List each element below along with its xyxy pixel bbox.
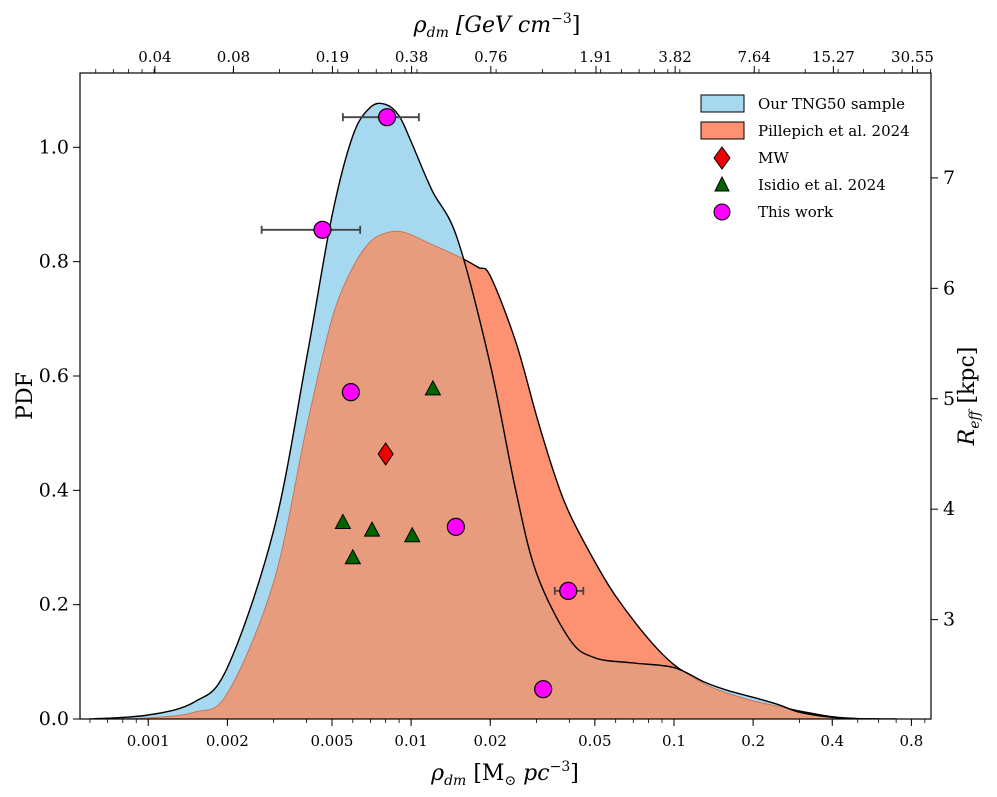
- legend-marker-isidio: [714, 175, 730, 192]
- left-tick-label-3: 0.6: [39, 365, 69, 387]
- right-y-axis-title: Reff [kpc]: [955, 347, 983, 447]
- legend-marker-mw: [713, 146, 731, 170]
- bottom-tick-label-3: 0.01: [394, 732, 427, 750]
- left-tick-label-0: 0.0: [39, 708, 69, 730]
- top-tick-label-6: 3.82: [658, 48, 691, 66]
- top-tick-label-4: 0.76: [474, 48, 507, 66]
- top-tick-label-0: 0.04: [138, 48, 171, 66]
- left-tick-label-2: 0.4: [39, 479, 69, 501]
- tick-labels-layer: 0.001 0.002 0.005 0.01 0.02 0.05 0.1 0.2 0.4 0.80…: [39, 48, 955, 750]
- isidio-et-al-2024-point-3: [403, 526, 421, 543]
- right-tick-label-4: 7: [943, 167, 955, 189]
- this-work-point-0: [377, 108, 397, 127]
- right-tick-label-2: 5: [943, 388, 955, 410]
- bottom-tick-label-0: 0.001: [127, 732, 170, 750]
- plot-area: [89, 102, 897, 719]
- legend-label-mw: MW: [758, 149, 789, 167]
- top-tick-label-7: 7.64: [738, 48, 771, 66]
- top-tick-label-9: 30.55: [891, 48, 934, 66]
- left-tick-label-4: 0.8: [39, 251, 69, 273]
- legend-label-tng50: Our TNG50 sample: [758, 95, 905, 113]
- overlap-density-area: [107, 231, 879, 719]
- this-work-point-3: [446, 517, 465, 536]
- bottom-tick-label-9: 0.8: [899, 732, 923, 750]
- bottom-tick-label-2: 0.005: [311, 732, 354, 750]
- points-layer: [260, 108, 585, 699]
- right-tick-label-1: 4: [943, 498, 955, 520]
- legend-swatch-pillepich: [700, 121, 745, 140]
- left-tick-label-5: 1.0: [39, 136, 69, 158]
- this-work-point-4: [559, 581, 578, 601]
- legend-swatch-tng50: [700, 94, 745, 113]
- bottom-tick-label-5: 0.05: [578, 732, 611, 750]
- bottom-tick-label-1: 0.002: [206, 732, 249, 750]
- x-axis-title: ρdm [M⊙ pc−3]: [430, 759, 579, 789]
- legend-marker-this-work: [713, 203, 731, 221]
- right-tick-label-3: 6: [943, 277, 955, 299]
- isidio-et-al-2024-point-4: [344, 548, 362, 565]
- top-tick-label-2: 0.19: [316, 48, 349, 66]
- mw-point-0: [377, 442, 394, 466]
- legend-label-isidio: Isidio et al. 2024: [758, 176, 886, 194]
- top-x-axis-title: ρdm [GeV cm−3]: [413, 11, 581, 41]
- this-work-point-2: [341, 383, 360, 402]
- left-y-axis-title: PDF: [13, 372, 38, 420]
- right-tick-label-0: 3: [943, 609, 955, 631]
- top-tick-label-5: 1.91: [579, 48, 612, 66]
- bottom-tick-label-7: 0.2: [741, 732, 765, 750]
- tng50-density-outline: [89, 102, 879, 719]
- ticks-layer: [73, 66, 938, 726]
- bottom-tick-label-4: 0.02: [474, 732, 507, 750]
- plot-frame: [79, 72, 932, 720]
- legend-label-pillepich: Pillepich et al. 2024: [758, 122, 910, 140]
- bottom-tick-label-8: 0.4: [820, 732, 844, 750]
- legend: Our TNG50 sample Pillepich et al. 2024 M…: [700, 94, 910, 221]
- this-work-point-1: [313, 220, 332, 239]
- bottom-tick-label-6: 0.1: [662, 732, 686, 750]
- this-work-point-5: [534, 680, 553, 699]
- isidio-et-al-2024-point-1: [334, 513, 352, 529]
- isidio-et-al-2024-point-2: [363, 521, 381, 537]
- isidio-et-al-2024-point-0: [424, 379, 442, 396]
- top-tick-label-1: 0.08: [217, 48, 250, 66]
- top-tick-label-8: 15.27: [812, 48, 855, 66]
- top-tick-label-3: 0.38: [395, 48, 428, 66]
- legend-label-this-work: This work: [758, 203, 834, 221]
- left-tick-label-1: 0.2: [39, 594, 69, 616]
